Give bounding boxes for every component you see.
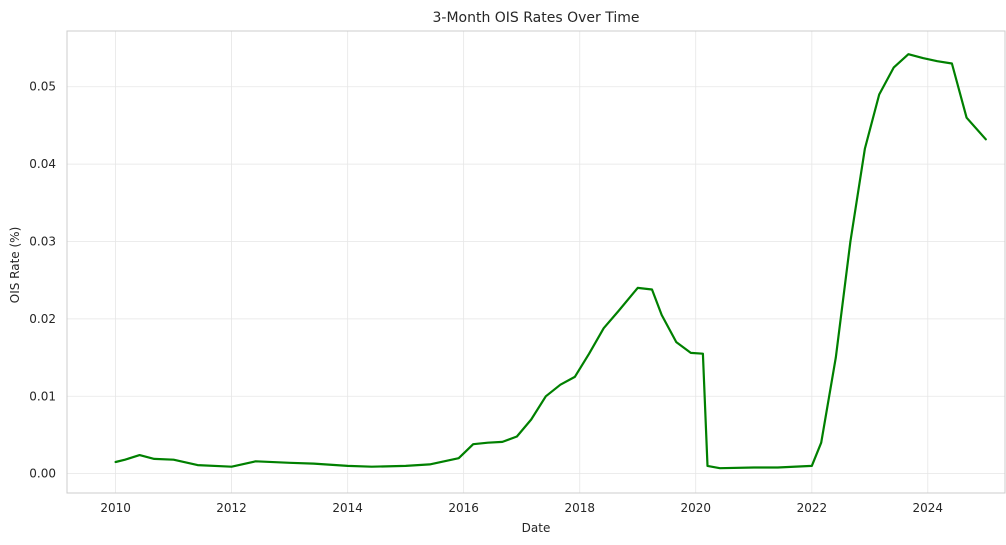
ois-rate-line [114, 53, 987, 470]
y-tick-label: 0.05 [29, 80, 56, 94]
y-tick-label: 0.01 [29, 389, 56, 403]
series [114, 53, 987, 470]
grid [67, 31, 1005, 493]
x-tick-label: 2020 [680, 501, 711, 515]
y-axis-title: OIS Rate (%) [8, 227, 22, 304]
plot-frame [66, 30, 1006, 494]
x-tick-label: 2012 [216, 501, 247, 515]
x-tick-label: 2018 [564, 501, 595, 515]
chart-title: 3-Month OIS Rates Over Time [432, 10, 639, 26]
x-tick-label: 2010 [100, 501, 131, 515]
x-tick-label: 2022 [797, 501, 828, 515]
y-tick-label: 0.02 [29, 312, 56, 326]
y-tick-label: 0.04 [29, 157, 56, 171]
axes: 2010 2012 2014 2016 2018 2020 2022 2024 0.00 0.01… [29, 30, 1006, 515]
x-axis-title: Date [522, 521, 551, 535]
x-tick-label: 2016 [448, 501, 479, 515]
y-tick-label: 0.00 [29, 467, 56, 481]
y-tick-label: 0.03 [29, 234, 56, 248]
x-tick-label: 2024 [913, 501, 944, 515]
x-tick-label: 2014 [332, 501, 363, 515]
